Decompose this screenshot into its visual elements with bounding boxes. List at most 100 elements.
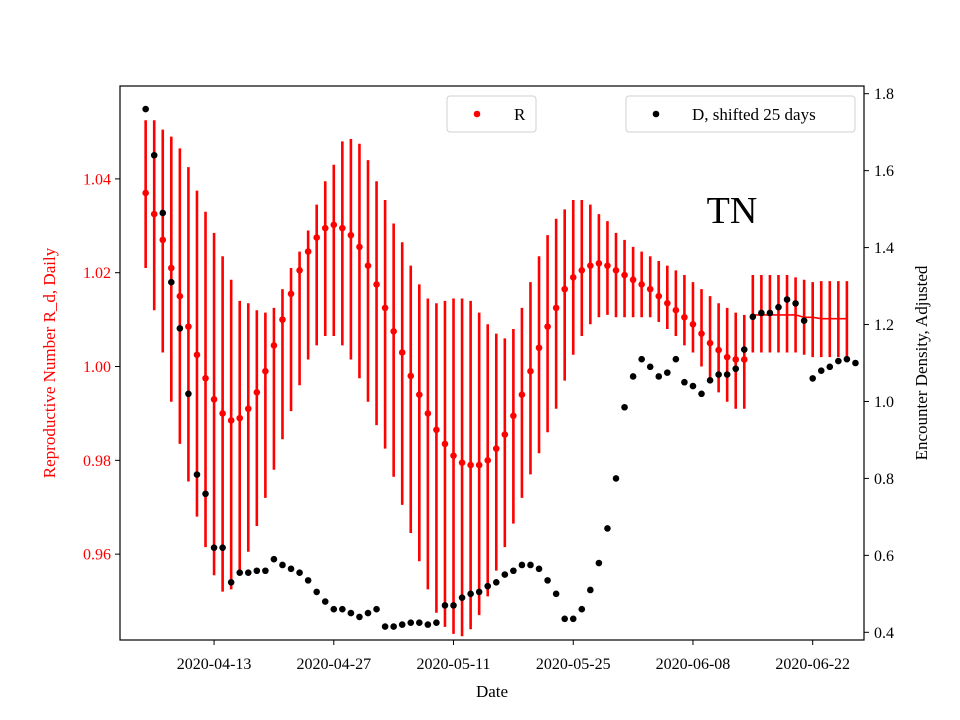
d-point [219,544,226,551]
d-point [664,369,671,376]
left-axis-label: Reproductive Number R_d, Daily [40,247,59,478]
x-tick-label: 2020-06-22 [775,656,850,673]
d-point [629,373,637,380]
x-tick-label: 2020-06-08 [656,656,731,673]
d-point [587,586,594,594]
d-point [723,371,731,378]
r-point [339,224,346,232]
d-point [364,609,372,617]
d-point [817,367,825,374]
left-axis-ticks: 0.96 0.98 1.00 1.02 1.04 [83,171,120,564]
d-point [612,475,620,482]
d-point [210,544,218,551]
r-point [706,339,714,347]
r-point [390,328,397,335]
r-point [398,349,406,356]
right-axis-ticks: 0.4 0.6 0.8 1.0 1.2 1.4 1.6 1.8 [864,86,894,642]
r-point [681,313,688,321]
d-point [698,390,705,398]
legend-r-marker [473,110,481,118]
d-point [176,325,184,332]
r-point [629,276,637,284]
r-point [424,410,432,417]
legend-d-marker [652,110,660,118]
d-point [253,567,261,575]
left-tick-label: 1.02 [83,265,111,282]
d-point [835,357,842,365]
d-point [826,363,834,371]
r-point [279,316,286,323]
r-point [561,285,568,293]
r-point [296,267,303,274]
d-point [552,590,560,598]
d-point [561,615,568,623]
d-point [304,577,312,584]
r-point [646,285,654,293]
d-point [740,346,748,353]
d-point [672,355,680,363]
r-point [150,210,158,218]
r-point [569,274,577,281]
d-point [689,382,697,390]
d-point [296,569,303,576]
d-point [202,490,209,498]
d-point [458,594,466,601]
d-point [381,623,389,630]
d-point [416,619,423,626]
r-point [330,221,338,229]
legend-r-label: R [514,105,526,124]
d-point [236,569,244,576]
d-point [510,567,517,575]
d-point [227,578,235,586]
r-point [544,323,551,330]
r-point [612,267,620,274]
r-point [501,431,509,438]
r-point [467,461,474,469]
r-point [552,304,560,312]
r-point [621,271,628,279]
d-point [501,571,509,578]
r-point [604,262,611,269]
d-points [142,105,859,630]
d-point [287,565,295,573]
d-point [766,309,774,317]
left-tick-label: 1.00 [83,359,111,376]
right-tick-label: 1.2 [874,317,894,334]
r-point [416,391,423,398]
d-point [356,613,363,621]
r-point [698,330,705,337]
d-point [595,559,603,567]
d-point [450,602,457,609]
d-point [646,363,654,371]
r-point [168,264,175,272]
x-axis-ticks: 2020-04-13 2020-04-27 2020-05-11 2020-05-25… [177,640,850,673]
d-point [270,555,278,563]
d-point [150,151,158,159]
plot-frame [119,85,865,641]
d-point [681,378,688,386]
d-point [339,605,346,613]
r-point [244,405,252,413]
x-tick-label: 2020-04-13 [177,656,252,673]
legend-d-label: D, shifted 25 days [692,105,816,124]
d-point [852,359,859,367]
d-point [484,582,492,590]
d-point [168,278,175,286]
r-point [381,304,389,312]
r-point [450,452,457,459]
d-point [621,403,628,411]
d-point [390,623,397,630]
x-tick-label: 2020-05-25 [536,656,611,673]
r-point [236,414,244,422]
r-point [587,262,594,269]
right-tick-label: 0.6 [874,548,894,565]
r-point [492,445,500,452]
r-point [407,372,415,380]
d-point [792,300,799,307]
right-tick-label: 0.4 [874,625,894,642]
d-point [373,605,380,613]
d-point [185,390,192,398]
r-point [193,351,201,359]
r-point [210,396,218,403]
